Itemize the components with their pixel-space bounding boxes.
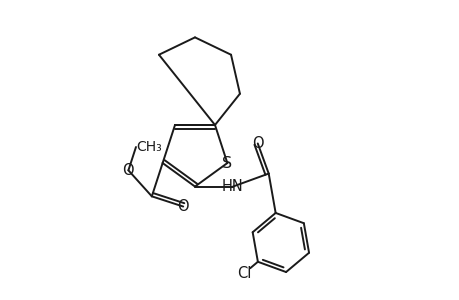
Text: Cl: Cl (236, 266, 251, 281)
Text: S: S (222, 155, 232, 170)
Text: O: O (177, 199, 189, 214)
Text: O: O (123, 163, 134, 178)
Text: HN: HN (222, 179, 243, 194)
Text: O: O (252, 136, 263, 151)
Text: CH₃: CH₃ (136, 140, 162, 154)
